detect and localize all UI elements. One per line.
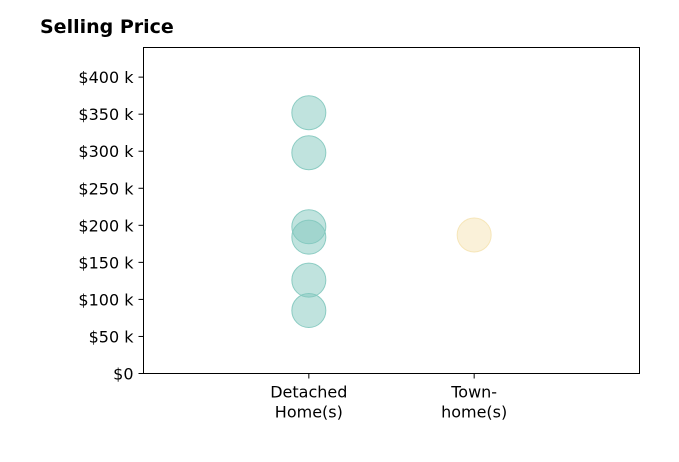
data-point — [456, 217, 492, 253]
chart-title: Selling Price — [40, 16, 174, 38]
x-tick-label: Town-home(s) — [441, 383, 507, 422]
data-point — [291, 219, 327, 255]
y-tick-label: $150 k — [78, 253, 134, 272]
y-tick-label: $200 k — [78, 216, 134, 235]
y-tick-label: $350 k — [78, 105, 134, 124]
y-tick-label: $100 k — [78, 290, 134, 309]
y-tick-label: $300 k — [78, 142, 134, 161]
data-points — [291, 95, 492, 329]
data-point — [291, 262, 327, 298]
y-tick-label: $250 k — [78, 179, 134, 198]
y-axis: $0 $50 k $100 k $150 k $200 k $250 k $300 k $35… — [78, 68, 144, 384]
x-tick-label: Detached Home(s) — [270, 383, 347, 422]
plot-area-frame — [143, 47, 640, 374]
data-point — [291, 135, 327, 171]
y-tick-label: $400 k — [78, 68, 134, 87]
y-tick-label: $50 k — [89, 327, 135, 346]
y-tick-label: $0 — [113, 365, 133, 384]
data-point — [291, 293, 327, 329]
data-point — [291, 95, 327, 131]
x-axis: Detached Home(s) Town-home(s) — [270, 373, 507, 422]
